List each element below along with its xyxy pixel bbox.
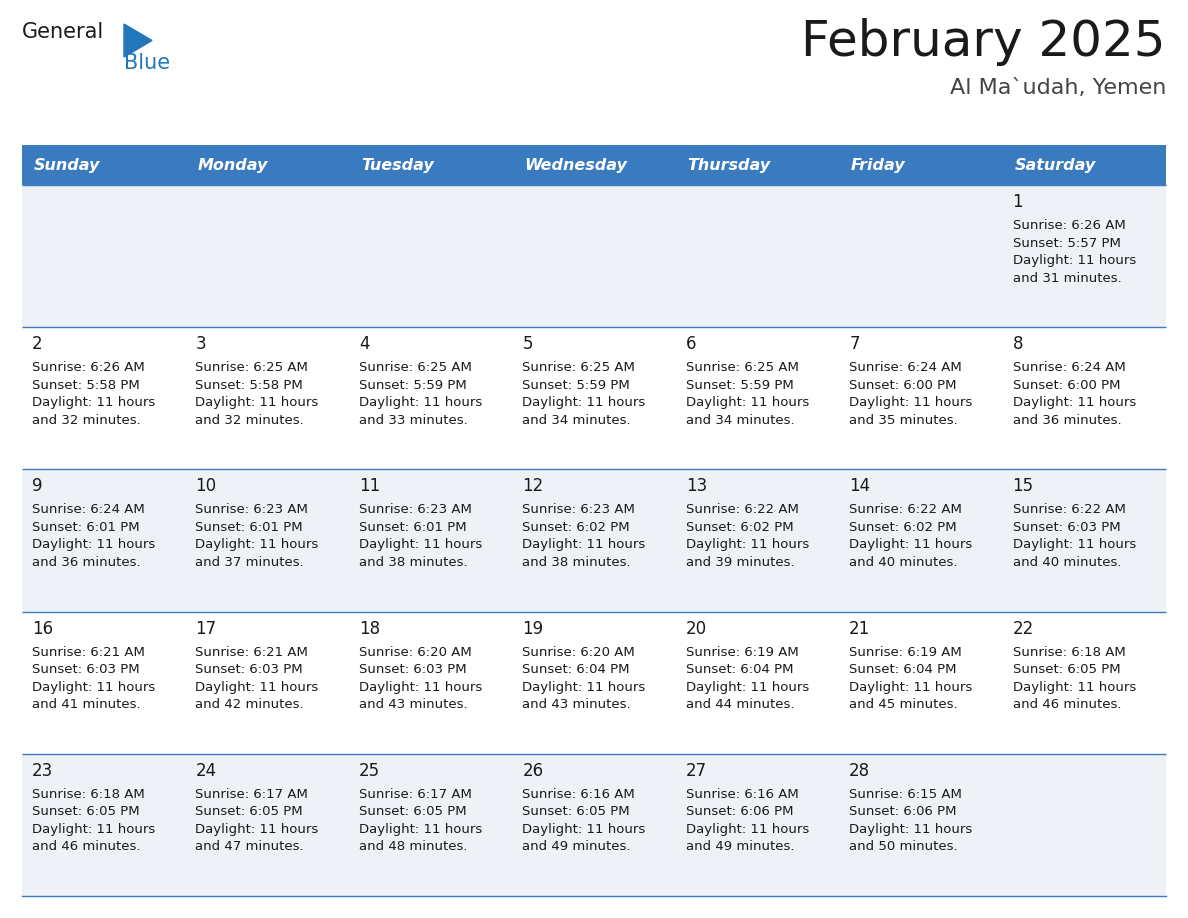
Text: Sunrise: 6:21 AM
Sunset: 6:03 PM
Daylight: 11 hours
and 42 minutes.: Sunrise: 6:21 AM Sunset: 6:03 PM Dayligh… <box>196 645 318 711</box>
Text: 20: 20 <box>685 620 707 638</box>
Text: Sunrise: 6:23 AM
Sunset: 6:01 PM
Daylight: 11 hours
and 38 minutes.: Sunrise: 6:23 AM Sunset: 6:01 PM Dayligh… <box>359 503 482 569</box>
Text: Sunrise: 6:24 AM
Sunset: 6:00 PM
Daylight: 11 hours
and 36 minutes.: Sunrise: 6:24 AM Sunset: 6:00 PM Dayligh… <box>1012 361 1136 427</box>
Bar <box>1003 145 1165 185</box>
Bar <box>23 185 1165 327</box>
Text: 13: 13 <box>685 477 707 496</box>
Text: February 2025: February 2025 <box>802 18 1165 66</box>
Text: 1: 1 <box>1012 193 1023 211</box>
Text: Al Ma`udah, Yemen: Al Ma`udah, Yemen <box>949 78 1165 98</box>
Text: 4: 4 <box>359 335 369 353</box>
Text: 5: 5 <box>523 335 532 353</box>
Text: Sunrise: 6:19 AM
Sunset: 6:04 PM
Daylight: 11 hours
and 44 minutes.: Sunrise: 6:19 AM Sunset: 6:04 PM Dayligh… <box>685 645 809 711</box>
Text: Monday: Monday <box>197 158 267 173</box>
Bar <box>23 145 185 185</box>
Text: Sunrise: 6:22 AM
Sunset: 6:02 PM
Daylight: 11 hours
and 39 minutes.: Sunrise: 6:22 AM Sunset: 6:02 PM Dayligh… <box>685 503 809 569</box>
Text: 2: 2 <box>32 335 43 353</box>
Text: 14: 14 <box>849 477 871 496</box>
Text: Sunrise: 6:15 AM
Sunset: 6:06 PM
Daylight: 11 hours
and 50 minutes.: Sunrise: 6:15 AM Sunset: 6:06 PM Dayligh… <box>849 788 973 854</box>
Text: Wednesday: Wednesday <box>524 158 627 173</box>
Polygon shape <box>124 24 152 57</box>
Bar <box>676 145 839 185</box>
Text: Sunrise: 6:22 AM
Sunset: 6:03 PM
Daylight: 11 hours
and 40 minutes.: Sunrise: 6:22 AM Sunset: 6:03 PM Dayligh… <box>1012 503 1136 569</box>
Text: Sunrise: 6:18 AM
Sunset: 6:05 PM
Daylight: 11 hours
and 46 minutes.: Sunrise: 6:18 AM Sunset: 6:05 PM Dayligh… <box>32 788 156 854</box>
Text: 6: 6 <box>685 335 696 353</box>
Text: Sunrise: 6:22 AM
Sunset: 6:02 PM
Daylight: 11 hours
and 40 minutes.: Sunrise: 6:22 AM Sunset: 6:02 PM Dayligh… <box>849 503 973 569</box>
Text: 18: 18 <box>359 620 380 638</box>
Text: Thursday: Thursday <box>688 158 771 173</box>
Text: Sunrise: 6:20 AM
Sunset: 6:04 PM
Daylight: 11 hours
and 43 minutes.: Sunrise: 6:20 AM Sunset: 6:04 PM Dayligh… <box>523 645 645 711</box>
Text: Sunrise: 6:19 AM
Sunset: 6:04 PM
Daylight: 11 hours
and 45 minutes.: Sunrise: 6:19 AM Sunset: 6:04 PM Dayligh… <box>849 645 973 711</box>
Text: General: General <box>23 22 105 42</box>
Text: Friday: Friday <box>851 158 905 173</box>
Text: 17: 17 <box>196 620 216 638</box>
Text: Sunrise: 6:25 AM
Sunset: 5:59 PM
Daylight: 11 hours
and 34 minutes.: Sunrise: 6:25 AM Sunset: 5:59 PM Dayligh… <box>685 361 809 427</box>
Text: 10: 10 <box>196 477 216 496</box>
Text: 21: 21 <box>849 620 871 638</box>
Text: Sunrise: 6:24 AM
Sunset: 6:01 PM
Daylight: 11 hours
and 36 minutes.: Sunrise: 6:24 AM Sunset: 6:01 PM Dayligh… <box>32 503 156 569</box>
Text: Sunrise: 6:16 AM
Sunset: 6:05 PM
Daylight: 11 hours
and 49 minutes.: Sunrise: 6:16 AM Sunset: 6:05 PM Dayligh… <box>523 788 645 854</box>
Text: Sunrise: 6:17 AM
Sunset: 6:05 PM
Daylight: 11 hours
and 48 minutes.: Sunrise: 6:17 AM Sunset: 6:05 PM Dayligh… <box>359 788 482 854</box>
Text: Sunrise: 6:20 AM
Sunset: 6:03 PM
Daylight: 11 hours
and 43 minutes.: Sunrise: 6:20 AM Sunset: 6:03 PM Dayligh… <box>359 645 482 711</box>
Text: 9: 9 <box>32 477 43 496</box>
Text: 23: 23 <box>32 762 53 779</box>
Text: Saturday: Saturday <box>1015 158 1095 173</box>
Text: Sunrise: 6:23 AM
Sunset: 6:02 PM
Daylight: 11 hours
and 38 minutes.: Sunrise: 6:23 AM Sunset: 6:02 PM Dayligh… <box>523 503 645 569</box>
Text: Sunrise: 6:18 AM
Sunset: 6:05 PM
Daylight: 11 hours
and 46 minutes.: Sunrise: 6:18 AM Sunset: 6:05 PM Dayligh… <box>1012 645 1136 711</box>
Bar <box>23 754 1165 896</box>
Bar <box>23 327 1165 469</box>
Text: Sunrise: 6:26 AM
Sunset: 5:58 PM
Daylight: 11 hours
and 32 minutes.: Sunrise: 6:26 AM Sunset: 5:58 PM Dayligh… <box>32 361 156 427</box>
Text: Sunrise: 6:24 AM
Sunset: 6:00 PM
Daylight: 11 hours
and 35 minutes.: Sunrise: 6:24 AM Sunset: 6:00 PM Dayligh… <box>849 361 973 427</box>
Bar <box>23 611 1165 754</box>
Text: 15: 15 <box>1012 477 1034 496</box>
Text: Sunrise: 6:21 AM
Sunset: 6:03 PM
Daylight: 11 hours
and 41 minutes.: Sunrise: 6:21 AM Sunset: 6:03 PM Dayligh… <box>32 645 156 711</box>
Text: 27: 27 <box>685 762 707 779</box>
Text: Sunrise: 6:16 AM
Sunset: 6:06 PM
Daylight: 11 hours
and 49 minutes.: Sunrise: 6:16 AM Sunset: 6:06 PM Dayligh… <box>685 788 809 854</box>
Text: Tuesday: Tuesday <box>361 158 434 173</box>
Bar <box>185 145 349 185</box>
Text: 8: 8 <box>1012 335 1023 353</box>
Text: 12: 12 <box>523 477 544 496</box>
Text: Sunday: Sunday <box>34 158 100 173</box>
Text: 22: 22 <box>1012 620 1034 638</box>
Text: 28: 28 <box>849 762 871 779</box>
Text: 24: 24 <box>196 762 216 779</box>
Text: Sunrise: 6:23 AM
Sunset: 6:01 PM
Daylight: 11 hours
and 37 minutes.: Sunrise: 6:23 AM Sunset: 6:01 PM Dayligh… <box>196 503 318 569</box>
Text: Sunrise: 6:25 AM
Sunset: 5:59 PM
Daylight: 11 hours
and 34 minutes.: Sunrise: 6:25 AM Sunset: 5:59 PM Dayligh… <box>523 361 645 427</box>
Bar <box>349 145 512 185</box>
Text: 16: 16 <box>32 620 53 638</box>
Text: Sunrise: 6:26 AM
Sunset: 5:57 PM
Daylight: 11 hours
and 31 minutes.: Sunrise: 6:26 AM Sunset: 5:57 PM Dayligh… <box>1012 219 1136 285</box>
Bar <box>512 145 676 185</box>
Bar <box>23 469 1165 611</box>
Text: 25: 25 <box>359 762 380 779</box>
Text: 7: 7 <box>849 335 860 353</box>
Bar <box>839 145 1003 185</box>
Text: Sunrise: 6:25 AM
Sunset: 5:59 PM
Daylight: 11 hours
and 33 minutes.: Sunrise: 6:25 AM Sunset: 5:59 PM Dayligh… <box>359 361 482 427</box>
Text: 19: 19 <box>523 620 543 638</box>
Text: 11: 11 <box>359 477 380 496</box>
Text: Sunrise: 6:25 AM
Sunset: 5:58 PM
Daylight: 11 hours
and 32 minutes.: Sunrise: 6:25 AM Sunset: 5:58 PM Dayligh… <box>196 361 318 427</box>
Text: Sunrise: 6:17 AM
Sunset: 6:05 PM
Daylight: 11 hours
and 47 minutes.: Sunrise: 6:17 AM Sunset: 6:05 PM Dayligh… <box>196 788 318 854</box>
Text: 26: 26 <box>523 762 543 779</box>
Text: Blue: Blue <box>124 53 170 73</box>
Text: 3: 3 <box>196 335 206 353</box>
